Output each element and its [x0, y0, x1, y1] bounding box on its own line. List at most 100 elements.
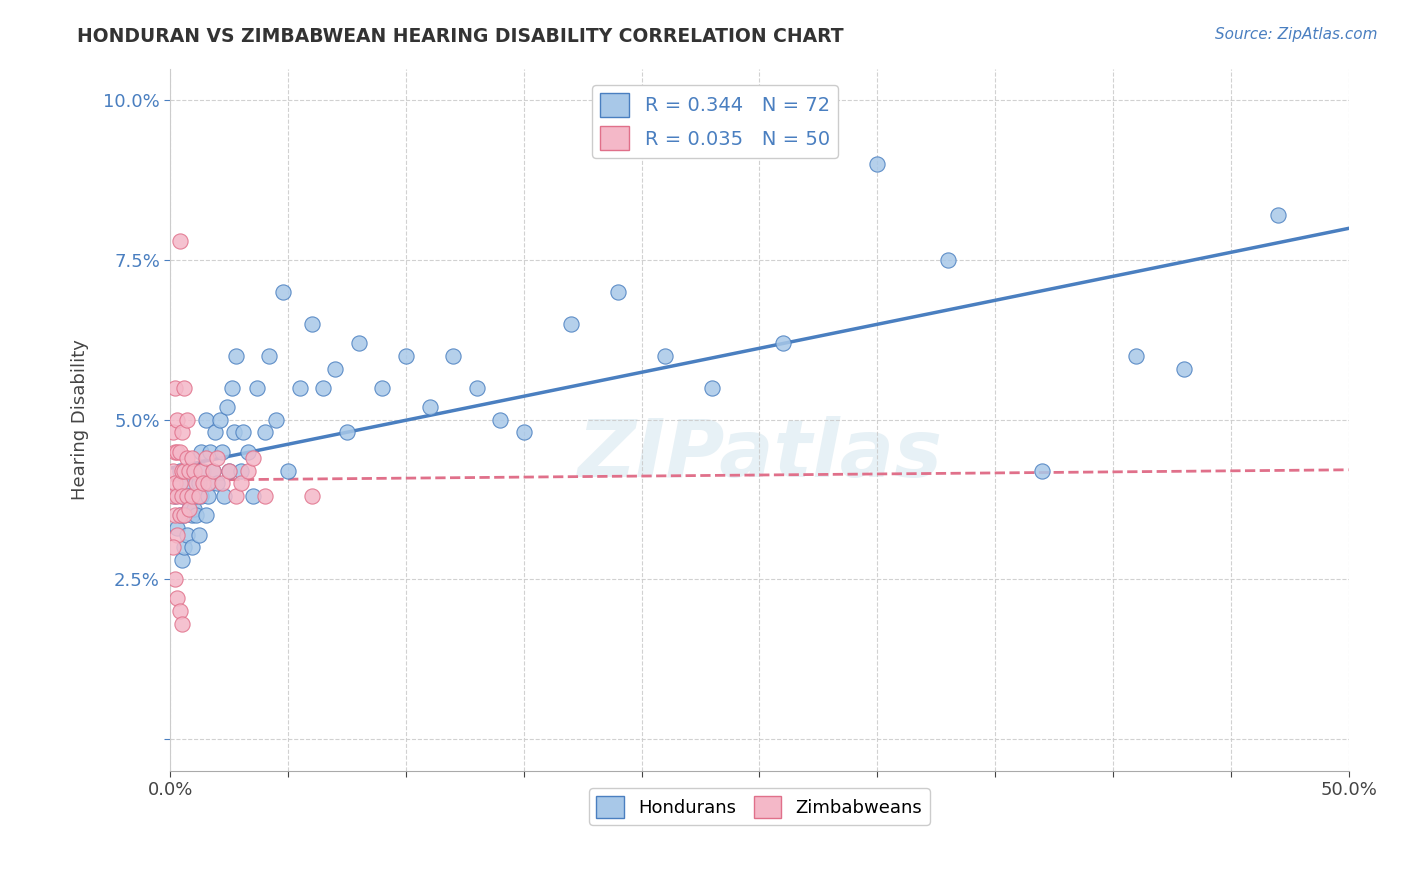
Point — [179, 489, 201, 503]
Point — [1173, 361, 1195, 376]
Point — [1267, 208, 1289, 222]
Point — [232, 425, 254, 440]
Point — [273, 285, 295, 299]
Point — [197, 476, 219, 491]
Point — [163, 381, 186, 395]
Point — [197, 489, 219, 503]
Point — [211, 476, 233, 491]
Point — [169, 476, 191, 491]
Point — [204, 425, 226, 440]
Point — [172, 464, 194, 478]
Point — [166, 591, 188, 606]
Text: Source: ZipAtlas.com: Source: ZipAtlas.com — [1215, 27, 1378, 42]
Point — [169, 604, 191, 618]
Point — [176, 489, 198, 503]
Point — [183, 502, 205, 516]
Point — [301, 489, 323, 503]
Point — [225, 489, 247, 503]
Point — [163, 444, 186, 458]
Point — [172, 616, 194, 631]
Point — [194, 508, 217, 523]
Point — [162, 464, 184, 478]
Point — [218, 464, 240, 478]
Point — [163, 572, 186, 586]
Legend: Hondurans, Zimbabweans: Hondurans, Zimbabweans — [589, 789, 929, 825]
Point — [336, 425, 359, 440]
Point — [236, 444, 259, 458]
Point — [229, 464, 252, 478]
Point — [211, 444, 233, 458]
Point — [193, 464, 215, 478]
Point — [236, 464, 259, 478]
Point — [607, 285, 630, 299]
Point — [207, 476, 229, 491]
Point — [163, 476, 186, 491]
Point — [513, 425, 536, 440]
Point — [225, 349, 247, 363]
Point — [190, 489, 212, 503]
Point — [166, 444, 188, 458]
Point — [176, 412, 198, 426]
Point — [229, 476, 252, 491]
Point — [172, 553, 194, 567]
Point — [465, 381, 488, 395]
Point — [259, 349, 281, 363]
Point — [1125, 349, 1147, 363]
Point — [163, 508, 186, 523]
Point — [163, 489, 186, 503]
Point — [187, 489, 209, 503]
Point — [162, 425, 184, 440]
Point — [1031, 464, 1053, 478]
Point — [179, 464, 201, 478]
Text: HONDURAN VS ZIMBABWEAN HEARING DISABILITY CORRELATION CHART: HONDURAN VS ZIMBABWEAN HEARING DISABILIT… — [77, 27, 844, 45]
Point — [194, 412, 217, 426]
Point — [172, 489, 194, 503]
Point — [183, 464, 205, 478]
Point — [214, 489, 236, 503]
Point — [180, 508, 202, 523]
Point — [179, 502, 201, 516]
Point — [253, 425, 276, 440]
Point — [187, 476, 209, 491]
Point — [173, 508, 195, 523]
Point — [176, 476, 198, 491]
Point — [169, 508, 191, 523]
Point — [288, 381, 311, 395]
Point — [201, 464, 224, 478]
Point — [441, 349, 464, 363]
Point — [193, 476, 215, 491]
Point — [173, 508, 195, 523]
Point — [183, 464, 205, 478]
Point — [395, 349, 418, 363]
Point — [186, 489, 208, 503]
Point — [936, 253, 959, 268]
Point — [173, 464, 195, 478]
Point — [560, 317, 582, 331]
Point — [347, 336, 370, 351]
Point — [176, 527, 198, 541]
Point — [173, 541, 195, 555]
Point — [166, 489, 188, 503]
Point — [371, 381, 394, 395]
Point — [169, 508, 191, 523]
Point — [162, 541, 184, 555]
Point — [277, 464, 299, 478]
Point — [162, 489, 184, 503]
Point — [489, 412, 512, 426]
Point — [242, 489, 264, 503]
Point — [323, 361, 346, 376]
Point — [179, 502, 201, 516]
Point — [266, 412, 288, 426]
Point — [702, 381, 724, 395]
Point — [772, 336, 794, 351]
Point — [866, 157, 889, 171]
Y-axis label: Hearing Disability: Hearing Disability — [72, 339, 89, 500]
Point — [176, 450, 198, 465]
Point — [222, 425, 245, 440]
Point — [246, 381, 269, 395]
Point — [172, 425, 194, 440]
Point — [200, 444, 222, 458]
Point — [173, 381, 195, 395]
Point — [180, 489, 202, 503]
Point — [166, 521, 188, 535]
